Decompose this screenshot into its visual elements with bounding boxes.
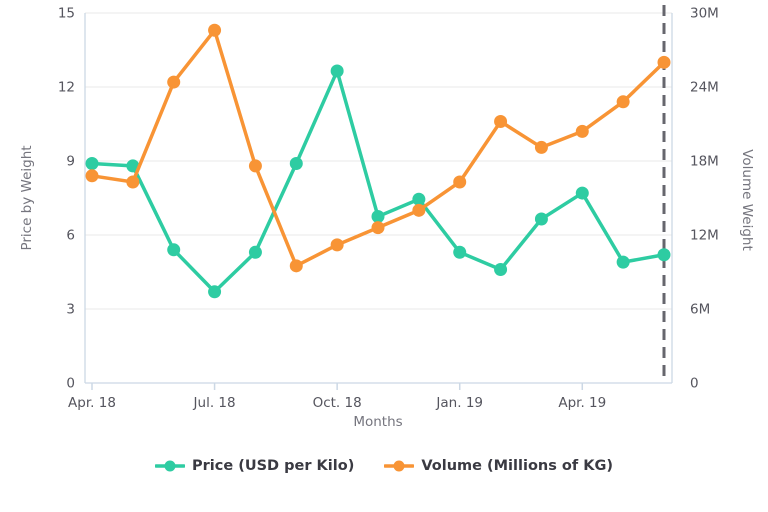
price-point-0[interactable]	[85, 156, 99, 170]
right-axis-tick-label: 30M	[690, 6, 719, 22]
right-axis-tick-label: 6M	[690, 302, 710, 318]
plot-area: 15 30M 12 24M 9 18M 6 12M 3 6M 0 0 Apr. 18 Jul. 18 Oct…	[58, 5, 719, 411]
left-axis-tick-label: 9	[66, 154, 75, 170]
volume-point-4[interactable]	[248, 159, 262, 173]
x-axis-tick-label: Oct. 18	[313, 395, 362, 411]
left-axis-title: Price by Weight	[19, 145, 35, 251]
price-point-2[interactable]	[167, 243, 181, 257]
price-point-1[interactable]	[126, 159, 140, 173]
price-point-4[interactable]	[248, 245, 262, 259]
legend-label-volume: Volume (Millions of KG)	[421, 458, 613, 474]
volume-point-9[interactable]	[453, 175, 467, 189]
left-axis-tick-label: 0	[66, 376, 75, 392]
legend-marker-volume	[384, 460, 415, 472]
volume-point-13[interactable]	[616, 95, 630, 109]
volume-point-7[interactable]	[371, 221, 385, 235]
price-line	[90, 69, 666, 294]
price-point-7[interactable]	[371, 210, 385, 223]
x-axis-tick-label: Jul. 18	[193, 395, 236, 411]
volume-point-10[interactable]	[494, 115, 508, 129]
x-axis-tick-label: Jan. 19	[435, 395, 483, 411]
price-point-14[interactable]	[657, 248, 671, 262]
legend-marker-price	[154, 460, 185, 472]
volume-point-8[interactable]	[412, 203, 426, 217]
price-point-10[interactable]	[494, 263, 508, 277]
volume-point-12[interactable]	[575, 124, 589, 138]
x-axis-tick-label: Apr. 19	[558, 395, 606, 411]
volume-point-14[interactable]	[657, 55, 671, 69]
right-axis-tick-label: 12M	[690, 228, 719, 244]
right-axis-tick-label: 18M	[690, 154, 719, 170]
price-point-9[interactable]	[453, 245, 467, 259]
right-axis-title: Volume Weight	[739, 149, 755, 251]
volume-point-5[interactable]	[289, 259, 303, 273]
left-axis-tick-label: 15	[58, 6, 75, 22]
volume-point-3[interactable]	[208, 23, 222, 37]
volume-point-1[interactable]	[126, 175, 140, 189]
legend: Price (USD per Kilo) Volume (Millions of …	[0, 458, 768, 474]
x-axis-title: Months	[353, 414, 403, 430]
left-axis-tick-label: 12	[58, 80, 75, 96]
legend-marker-dot	[393, 460, 405, 472]
volume-point-11[interactable]	[534, 140, 548, 154]
volume-point-0[interactable]	[85, 169, 99, 183]
price-point-13[interactable]	[616, 255, 630, 269]
price-point-6[interactable]	[330, 64, 344, 78]
legend-label-price: Price (USD per Kilo)	[191, 458, 355, 474]
volume-point-2[interactable]	[167, 75, 181, 89]
price-point-5[interactable]	[289, 156, 303, 170]
price-point-3[interactable]	[208, 285, 222, 299]
price-point-8[interactable]	[412, 192, 426, 206]
right-axis-tick-label: 0	[690, 376, 699, 392]
legend-item-price[interactable]: Price (USD per Kilo)	[154, 458, 355, 474]
right-axis-tick-label: 24M	[690, 80, 719, 96]
legend-item-volume[interactable]: Volume (Millions of KG)	[384, 458, 613, 474]
price-point-12[interactable]	[575, 186, 589, 200]
price-point-11[interactable]	[534, 212, 548, 226]
legend-marker-dot	[164, 460, 176, 472]
left-axis-tick-label: 6	[66, 228, 75, 244]
volume-point-6[interactable]	[330, 238, 344, 252]
left-axis-tick-label: 3	[66, 302, 75, 318]
x-axis-tick-label: Apr. 18	[68, 395, 116, 411]
